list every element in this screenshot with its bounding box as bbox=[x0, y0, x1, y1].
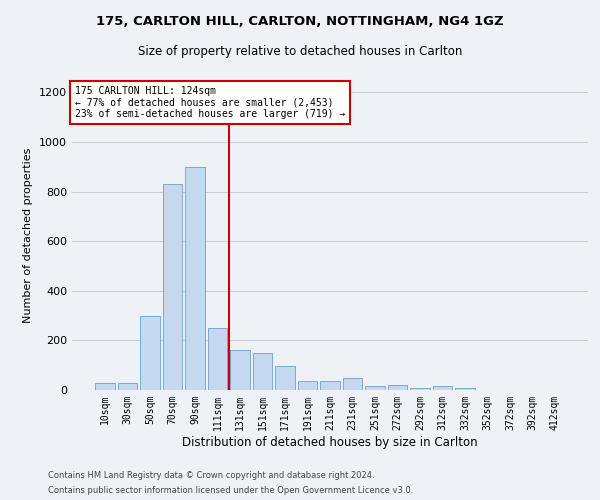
Text: 175, CARLTON HILL, CARLTON, NOTTINGHAM, NG4 1GZ: 175, CARLTON HILL, CARLTON, NOTTINGHAM, … bbox=[96, 15, 504, 28]
Bar bbox=[253, 354, 272, 390]
Bar bbox=[433, 386, 452, 390]
X-axis label: Distribution of detached houses by size in Carlton: Distribution of detached houses by size … bbox=[182, 436, 478, 448]
Bar bbox=[95, 383, 115, 390]
Bar bbox=[208, 328, 227, 390]
Bar bbox=[163, 184, 182, 390]
Bar bbox=[230, 350, 250, 390]
Bar bbox=[118, 383, 137, 390]
Bar bbox=[140, 316, 160, 390]
Bar bbox=[365, 386, 385, 390]
Text: Contains public sector information licensed under the Open Government Licence v3: Contains public sector information licen… bbox=[48, 486, 413, 495]
Bar bbox=[388, 385, 407, 390]
Bar bbox=[185, 167, 205, 390]
Bar bbox=[320, 380, 340, 390]
Bar bbox=[410, 388, 430, 390]
Bar bbox=[298, 380, 317, 390]
Text: 175 CARLTON HILL: 124sqm
← 77% of detached houses are smaller (2,453)
23% of sem: 175 CARLTON HILL: 124sqm ← 77% of detach… bbox=[74, 86, 345, 120]
Y-axis label: Number of detached properties: Number of detached properties bbox=[23, 148, 34, 322]
Bar bbox=[455, 388, 475, 390]
Text: Size of property relative to detached houses in Carlton: Size of property relative to detached ho… bbox=[138, 45, 462, 58]
Bar bbox=[343, 378, 362, 390]
Bar bbox=[275, 366, 295, 390]
Text: Contains HM Land Registry data © Crown copyright and database right 2024.: Contains HM Land Registry data © Crown c… bbox=[48, 471, 374, 480]
